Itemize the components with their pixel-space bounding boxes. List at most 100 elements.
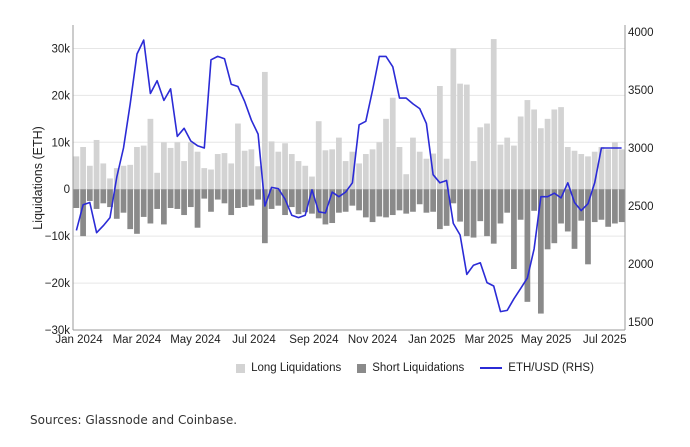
long-bar bbox=[537, 128, 544, 190]
long-bar bbox=[235, 123, 241, 190]
long-bar bbox=[336, 137, 342, 190]
short-bar bbox=[282, 189, 288, 216]
long-bar bbox=[504, 137, 511, 190]
short-bar bbox=[154, 189, 161, 209]
short-liquidation-bars bbox=[73, 189, 625, 314]
long-bar bbox=[241, 150, 248, 190]
short-bar bbox=[484, 189, 490, 237]
short-bar bbox=[93, 189, 100, 209]
long-bar bbox=[443, 158, 450, 190]
short-bar bbox=[322, 189, 329, 225]
long-bar bbox=[463, 84, 470, 190]
short-bar bbox=[201, 189, 208, 199]
right-tick-label: 1500 bbox=[628, 317, 654, 329]
y-axis-title: Liquidations (ETH) bbox=[31, 126, 45, 230]
short-swatch-icon bbox=[357, 363, 367, 373]
right-tick-label: 4000 bbox=[628, 27, 654, 39]
short-bar bbox=[618, 189, 625, 223]
short-bar bbox=[544, 189, 551, 250]
right-tick-label: 2000 bbox=[628, 259, 654, 271]
short-bar bbox=[376, 189, 383, 217]
short-bar bbox=[86, 189, 93, 201]
long-bar bbox=[288, 154, 295, 190]
long-bar bbox=[181, 161, 187, 190]
long-bar bbox=[282, 143, 288, 190]
x-tick-label: Jan 2025 bbox=[408, 334, 455, 346]
long-bar bbox=[585, 156, 591, 190]
long-bar bbox=[362, 154, 369, 190]
short-bar bbox=[221, 189, 228, 204]
right-tick-label: 3000 bbox=[628, 143, 654, 155]
short-bar bbox=[571, 189, 578, 249]
long-bar bbox=[450, 48, 457, 190]
short-bar bbox=[497, 189, 504, 224]
short-bar bbox=[443, 189, 450, 226]
short-bar bbox=[349, 189, 356, 206]
short-bar bbox=[410, 189, 416, 212]
short-bar bbox=[275, 189, 282, 206]
x-tick-label: Mar 2025 bbox=[465, 334, 514, 346]
long-bar bbox=[322, 150, 329, 190]
short-bar bbox=[585, 189, 591, 265]
legend-item-short: Short Liquidations bbox=[355, 362, 464, 374]
legend: Long Liquidations Short Liquidations ETH… bbox=[0, 362, 690, 374]
long-bar bbox=[457, 83, 463, 190]
plot-frame bbox=[72, 25, 626, 331]
long-bar bbox=[389, 97, 396, 190]
long-bar bbox=[410, 137, 416, 190]
x-tick-label: Sep 2024 bbox=[289, 334, 339, 346]
long-bar bbox=[551, 109, 558, 190]
long-bar bbox=[167, 147, 174, 190]
x-axis-ticks: Jan 2024 Mar 2024 May 2024 Jul 2024 Sep 2024… bbox=[55, 334, 626, 346]
long-bar bbox=[564, 147, 571, 190]
long-bar bbox=[86, 165, 93, 190]
long-bar bbox=[302, 165, 309, 190]
long-bar bbox=[214, 154, 221, 190]
short-bar bbox=[537, 189, 544, 314]
long-bar bbox=[194, 151, 201, 190]
long-bar bbox=[369, 149, 376, 190]
left-tick-label: 10k bbox=[51, 137, 70, 149]
short-bar bbox=[477, 189, 484, 222]
short-bar bbox=[356, 189, 362, 211]
right-axis-ticks: 1500 2000 2500 3000 3500 4000 bbox=[628, 27, 654, 329]
long-bar bbox=[140, 145, 147, 190]
short-bar bbox=[329, 189, 336, 224]
eth-price-line-group bbox=[75, 39, 622, 313]
x-tick-label: Jan 2024 bbox=[55, 334, 103, 346]
long-bar bbox=[147, 118, 154, 190]
short-bar bbox=[511, 189, 517, 269]
x-tick-label: May 2024 bbox=[170, 334, 221, 346]
left-tick-label: 20k bbox=[51, 90, 70, 102]
long-bar bbox=[329, 149, 336, 190]
short-bar bbox=[450, 189, 457, 204]
short-bar bbox=[73, 189, 80, 208]
legend-label-eth: ETH/USD (RHS) bbox=[508, 362, 594, 374]
short-bar bbox=[174, 189, 181, 209]
long-bar bbox=[248, 149, 255, 190]
long-bar bbox=[275, 151, 282, 190]
short-bar bbox=[490, 189, 497, 244]
long-bar bbox=[517, 116, 524, 190]
long-bar bbox=[315, 121, 322, 190]
short-bar bbox=[100, 189, 107, 204]
source-note: Sources: Glassnode and Coinbase. bbox=[30, 413, 238, 427]
short-bar bbox=[551, 189, 558, 244]
long-bar bbox=[490, 39, 497, 190]
long-bar bbox=[437, 86, 443, 190]
short-bar bbox=[268, 189, 275, 209]
short-bar bbox=[437, 189, 443, 230]
long-bar bbox=[228, 163, 235, 190]
short-bar bbox=[315, 189, 322, 219]
long-swatch-icon bbox=[236, 363, 246, 373]
legend-label-long: Long Liquidations bbox=[251, 362, 342, 374]
long-bar bbox=[174, 142, 181, 190]
left-tick-label: −30k bbox=[45, 325, 71, 337]
short-bar bbox=[214, 189, 221, 200]
short-bar bbox=[564, 189, 571, 232]
eth-line-swatch-icon bbox=[480, 367, 503, 369]
short-bar bbox=[416, 189, 423, 205]
short-bar bbox=[389, 189, 396, 216]
long-bar bbox=[605, 149, 612, 190]
long-bar bbox=[376, 142, 383, 190]
